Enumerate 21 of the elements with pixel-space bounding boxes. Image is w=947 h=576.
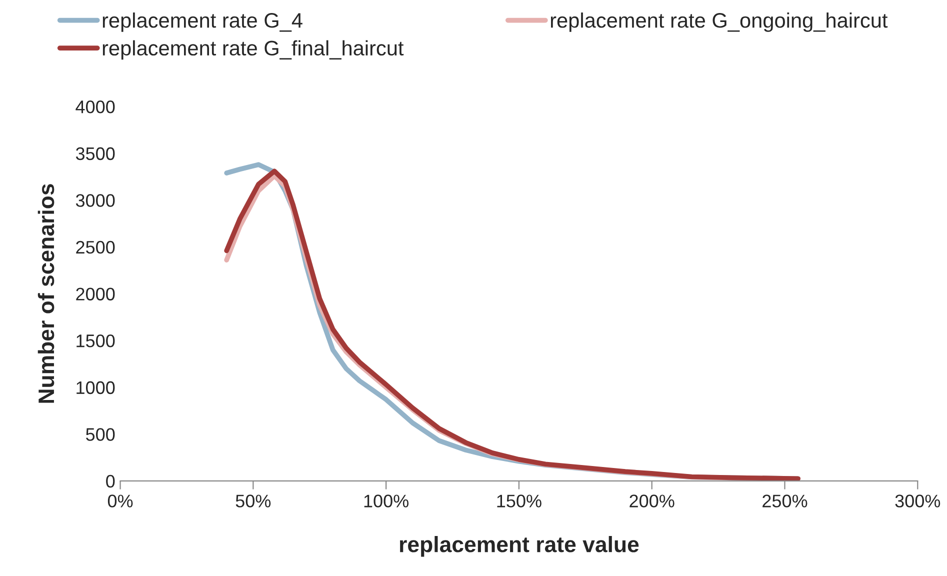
x-tick-label: 150%: [497, 494, 542, 508]
y-tick-label: 3000: [76, 194, 115, 207]
legend-label: replacement rate G_final_haircut: [102, 40, 404, 60]
y-axis-title: Number of scenarios: [38, 184, 54, 403]
legend-label: replacement rate G_ongoing_haircut: [550, 12, 888, 32]
x-axis-title: replacement rate value: [400, 536, 639, 557]
x-tick-label: 100%: [364, 494, 409, 508]
y-tick-label: 0: [106, 474, 115, 488]
x-tick-label: 0%: [108, 494, 133, 508]
y-tick-label: 3500: [76, 147, 115, 160]
y-tick-label: 1000: [76, 381, 115, 394]
y-tick-label: 2000: [76, 288, 115, 300]
legend-label: replacement rate G_4: [102, 12, 302, 32]
y-tick-label: 4000: [76, 100, 115, 114]
y-tick-label: 500: [86, 428, 115, 441]
y-tick-label: 2500: [76, 240, 115, 254]
x-tick-label: 50%: [236, 494, 271, 508]
x-tick-label: 300%: [895, 494, 940, 508]
y-tick-label: 1500: [76, 334, 115, 348]
x-tick-label: 250%: [762, 494, 808, 508]
x-tick-label: 200%: [630, 494, 674, 508]
